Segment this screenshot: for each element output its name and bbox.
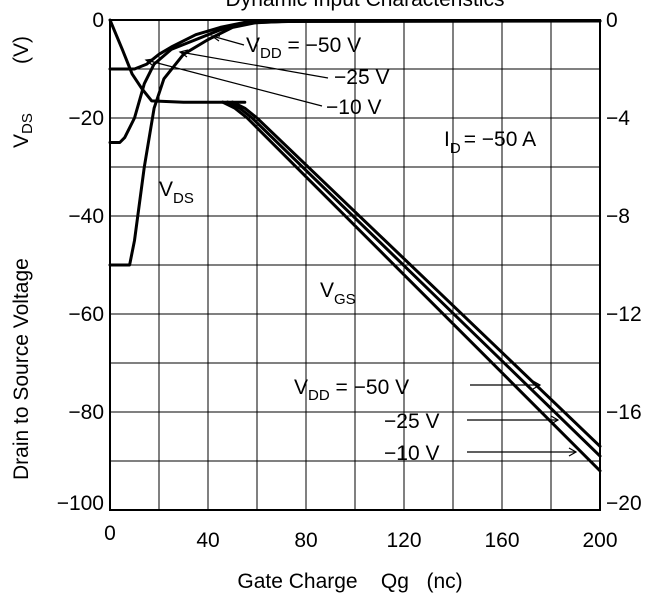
- leader-line: [179, 51, 329, 79]
- vdd-sub: DD: [308, 387, 330, 404]
- vgs-label-main: V: [320, 279, 334, 302]
- condition-main: I: [444, 128, 450, 151]
- y-right-tick-label: −20: [606, 492, 642, 515]
- y-left-tick-label: −80: [68, 401, 104, 424]
- leader-line: [211, 35, 245, 46]
- condition-label: ID = −50 A: [444, 128, 536, 157]
- vgs-curve: [226, 100, 602, 458]
- vds-label-main: V: [159, 178, 173, 201]
- x-tick-label: 0: [104, 522, 116, 545]
- chart-title: Dynamic Input Characteristics: [226, 0, 505, 11]
- y-axis-symbol-sub: DS: [19, 113, 36, 134]
- vdd-annotation-top: −10 V: [326, 96, 381, 119]
- y-axis-unit: (V): [10, 36, 33, 64]
- leader-line: [145, 59, 323, 107]
- y-axis-label-text: Drain to Source Voltage: [10, 258, 33, 480]
- vgs-curve: [231, 100, 602, 448]
- y-right-tick-label: −4: [606, 107, 630, 130]
- x-tick-label: 40: [196, 529, 219, 552]
- y-axis-label: Drain to Source Voltage: [10, 258, 33, 480]
- grid-lines: [110, 20, 600, 510]
- y-left-tick-label: −100: [57, 492, 104, 515]
- vds-label-sub: DS: [173, 190, 194, 207]
- vdd-annotation-bottom: −10 V: [384, 442, 439, 465]
- x-tick-label: 120: [386, 529, 421, 552]
- vgs-label-sub: GS: [334, 291, 356, 308]
- condition-sub: D: [450, 140, 461, 157]
- leader-arrow: [144, 58, 155, 66]
- annotation-leaders: [144, 35, 578, 457]
- y-right-tick-label: 0: [606, 9, 618, 32]
- vdd-main: V: [294, 376, 308, 399]
- curves: [108, 18, 602, 473]
- vgs-label: VGS: [320, 279, 356, 308]
- vdd-sub: DD: [260, 45, 282, 62]
- y-left-tick-label: 0: [92, 9, 104, 32]
- vdd-annotation-top: VDD = −50 V: [246, 34, 361, 62]
- y-axis-symbol: VDS: [10, 113, 36, 148]
- leader-arrow: [210, 35, 220, 42]
- y-left-tick-label: −60: [68, 303, 104, 326]
- vdd-annotation-bottom: VDD = −50 V: [294, 376, 409, 404]
- vdd-value: = −50 V: [330, 376, 409, 399]
- y-right-tick-label: −12: [606, 303, 642, 326]
- vgs-curve: [221, 100, 602, 473]
- vdd-value: = −50 V: [282, 34, 361, 57]
- x-tick-label: 80: [294, 529, 317, 552]
- y-right-tick-label: −8: [606, 205, 630, 228]
- y-left-tick-label: −20: [68, 107, 104, 130]
- leader-arrow: [178, 49, 189, 58]
- vdd-annotation-top: −25 V: [334, 66, 389, 89]
- y-axis-symbol-main: V: [10, 134, 33, 148]
- vds-label: VDS: [159, 178, 194, 207]
- y-right-tick-label: −16: [606, 401, 642, 424]
- vds-curve: [108, 19, 602, 71]
- vdd-main: V: [246, 34, 260, 57]
- x-axis-label: Gate Charge Qg (nc): [237, 570, 462, 593]
- vdd-annotation-bottom: −25 V: [384, 410, 439, 433]
- leader-arrow: [532, 380, 542, 390]
- y-left-tick-label: −40: [68, 205, 104, 228]
- condition-rest: = −50 A: [464, 128, 536, 151]
- x-tick-label: 200: [582, 529, 617, 552]
- leader-arrow: [568, 447, 578, 457]
- leader-arrow: [550, 415, 560, 425]
- x-tick-label: 160: [484, 529, 519, 552]
